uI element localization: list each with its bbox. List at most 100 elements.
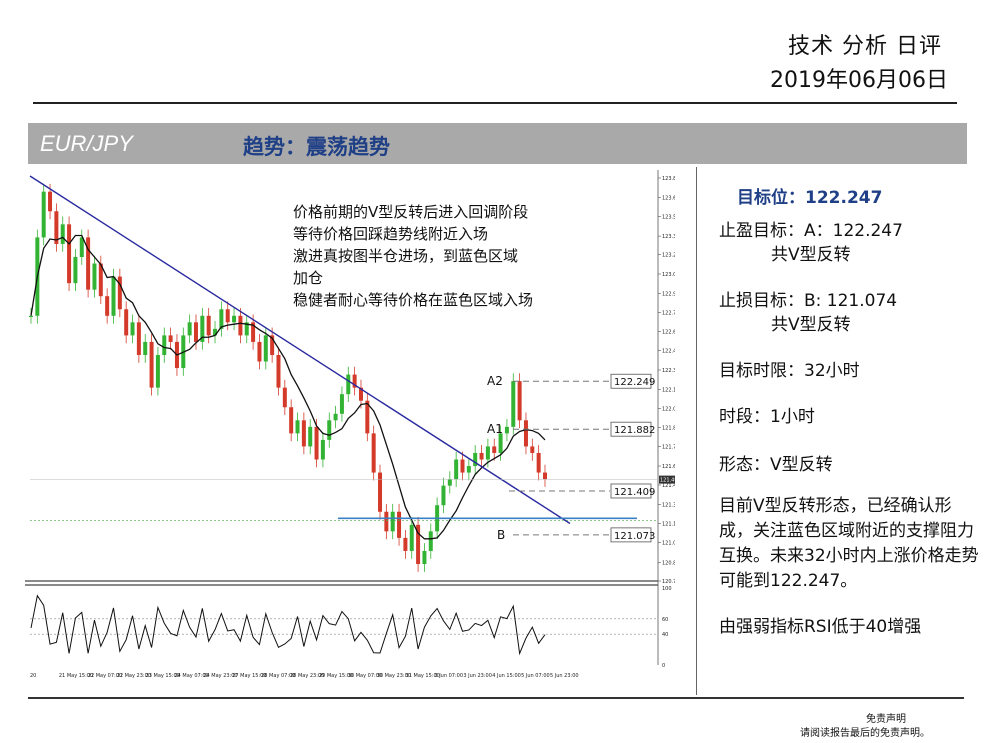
y-tick-label: 123.360 [662, 234, 675, 240]
current-price-box [659, 475, 675, 484]
candle-body [92, 263, 97, 290]
point-label: A1 [487, 422, 503, 436]
candle-body [213, 328, 218, 336]
x-tick-label: 30 May 07:00 [348, 673, 382, 678]
candle-body [130, 322, 135, 336]
candle-body [282, 387, 287, 408]
candle-body [365, 400, 370, 434]
x-tick-label: 5 Jun 07:00 [521, 673, 550, 678]
candle-body [244, 322, 249, 336]
candle-body [219, 309, 224, 329]
candle-body [86, 237, 91, 290]
candle-body [333, 413, 338, 421]
candle-body [136, 322, 141, 355]
candle-body [504, 426, 509, 434]
y-tick-label: 122.335 [662, 368, 675, 374]
report-title: 技术 分析 日评 [788, 34, 942, 59]
timeframe: 时段：1小时 [719, 407, 815, 427]
candle-body [270, 335, 275, 355]
candle-body [206, 315, 211, 336]
y-tick-label: 121.750 [662, 444, 675, 450]
candle-body [193, 322, 198, 342]
report-date: 2019年06月06日 [770, 68, 948, 93]
trend-label: 趋势：震荡趋势 [243, 135, 390, 159]
candle-body [498, 433, 503, 453]
candle-body [48, 191, 53, 212]
footer-divider [28, 697, 964, 699]
rsi-note: 由强弱指标RSI低于40增强 [719, 617, 922, 637]
candle-body [143, 341, 148, 355]
candle-body [29, 315, 33, 317]
candle-body [289, 407, 294, 434]
chart-background [25, 168, 675, 678]
candle-body [54, 211, 59, 244]
candle-body [485, 446, 490, 460]
candle-body [155, 354, 160, 388]
x-tick-label: 24 May 23:00 [203, 673, 237, 678]
y-tick-label: 123.220 [662, 252, 675, 258]
candle-body [466, 466, 471, 473]
rsi-tick-label: 0 [662, 663, 665, 669]
chart-annotations: 价格前期的V型反转后进入回调阶段等待价格回踩趋势线附近入场激进真按图半仓进场，到… [293, 203, 533, 309]
x-tick-label: 28 May 23:00 [290, 673, 324, 678]
candle-body [225, 309, 230, 323]
y-tick-label: 122.775 [662, 311, 675, 317]
y-tick-label: 120.860 [662, 561, 675, 567]
analysis-summary: 目前V型反转形态，已经确认形成，关注蓝色区域附近的支撑阻力互换。未来32小时内上… [719, 496, 979, 591]
candle-body [263, 335, 268, 362]
candle-body [460, 459, 465, 473]
candles [29, 183, 547, 572]
rsi-panel: 100 60 40 0 [25, 584, 672, 669]
candle-body [98, 263, 103, 297]
candle-body [479, 452, 484, 460]
annotation-line: 等待价格回踩趋势线附近入场 [293, 225, 488, 243]
candle-body [67, 224, 72, 284]
candle-body [168, 335, 173, 342]
candle-body [346, 374, 351, 395]
x-tick-label: 5 Jun 23:00 [550, 673, 579, 678]
x-tick-label: 28 May 07:00 [261, 673, 295, 678]
x-tick-label: 24 May 07:00 [174, 673, 208, 678]
annotation-line: 价格前期的V型反转后进入回调阶段 [293, 203, 528, 221]
x-tick-label: 4 Jun 15:00 [492, 673, 521, 678]
candle-body [428, 531, 433, 551]
candle-body [295, 420, 300, 434]
take-profit-basis: 共V型反转 [771, 245, 851, 265]
level-box [610, 421, 652, 437]
x-tick-label: 3 Jun 23:00 [463, 673, 492, 678]
candle-body [473, 452, 478, 467]
y-tick-label: 121.455 [662, 483, 675, 489]
y-tick-label: 123.070 [662, 272, 675, 278]
rsi-tick-label: 40 [662, 632, 668, 638]
currency-pair: EUR/JPY [40, 131, 133, 156]
x-tick-label: 31 May 15:00 [406, 673, 440, 678]
level-box [610, 527, 652, 543]
candle-body [187, 322, 192, 336]
time-limit: 目标时限：32小时 [719, 361, 860, 381]
candle-body [117, 276, 122, 310]
header-divider [33, 102, 957, 104]
candle-body [251, 322, 256, 342]
candle-body [105, 296, 110, 316]
candle-body [403, 537, 408, 551]
candle-body [79, 237, 84, 257]
candle-body [124, 309, 129, 336]
target-price: 目标位：122.247 [737, 188, 883, 208]
x-tick-label: 21 May 15:00 [59, 673, 93, 678]
y-tick-label: 121.305 [662, 503, 675, 509]
candle-body [517, 381, 522, 421]
candle-body [149, 341, 154, 388]
y-tick-label: 122.920 [662, 292, 675, 298]
y-tick-label: 122.485 [662, 348, 675, 354]
title-band [28, 123, 967, 164]
y-tick-label: 123.510 [662, 215, 675, 221]
candle-body [314, 426, 319, 460]
x-tick-label: 30 May 23:00 [377, 673, 411, 678]
candle-body [339, 394, 344, 414]
candle-body [320, 439, 325, 460]
candle-body [543, 472, 547, 480]
candle-body [409, 524, 414, 551]
candle-body [301, 420, 306, 447]
candle-body [327, 420, 332, 440]
x-tick-label: 22 May 23:00 [117, 673, 151, 678]
